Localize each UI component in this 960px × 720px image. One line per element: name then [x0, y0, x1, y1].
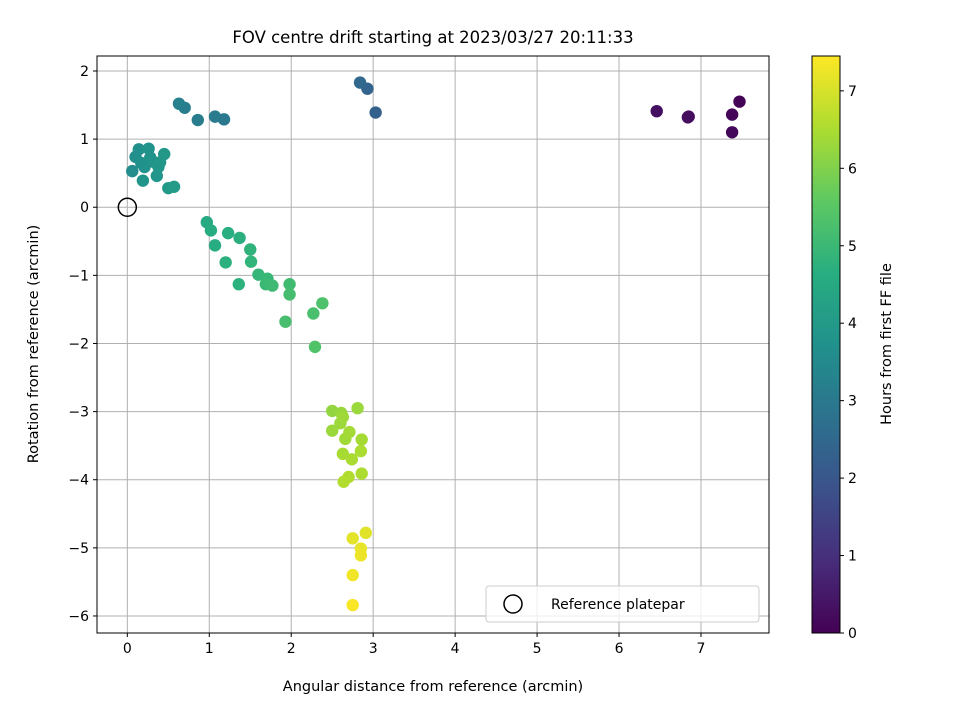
data-point	[208, 239, 222, 252]
data-point	[351, 401, 364, 415]
colorbar-label: Hours from first FF file	[879, 263, 895, 425]
colorbar-tick-label: 5	[848, 239, 857, 255]
y-tick-label: −5	[68, 541, 89, 557]
chart-title: FOV centre drift starting at 2023/03/27 …	[232, 28, 633, 47]
colorbar-tick-label: 6	[848, 161, 857, 177]
colorbar-tick-label: 7	[848, 84, 857, 100]
colorbar-ticks: 0 1 2 3 4 5 6 7	[840, 84, 857, 642]
colorbar-tick-label: 1	[848, 549, 857, 565]
x-tick-label: 2	[287, 641, 296, 657]
data-point	[346, 598, 359, 612]
x-tick-label: 1	[205, 641, 214, 657]
colorbar: 0 1 2 3 4 5 6 7 Hours from first FF file	[811, 55, 895, 642]
data-point	[126, 164, 139, 178]
data-point	[343, 425, 356, 439]
data-point	[725, 108, 739, 121]
data-point	[266, 279, 279, 292]
data-point	[369, 106, 382, 119]
x-tick-label: 0	[123, 641, 132, 657]
data-point	[650, 104, 663, 118]
data-point	[725, 126, 739, 139]
y-tick-label: 1	[80, 132, 89, 148]
x-axis-ticks: 0 1 2 3 4 5 6 7	[123, 633, 706, 657]
gridlines	[97, 56, 769, 633]
data-point	[326, 424, 339, 437]
data-point	[355, 467, 368, 480]
data-point	[244, 243, 257, 256]
data-points	[126, 76, 746, 612]
data-point	[681, 111, 695, 124]
y-tick-label: −1	[68, 268, 89, 284]
data-point	[346, 568, 359, 582]
data-point	[221, 226, 235, 240]
x-tick-label: 4	[451, 641, 460, 657]
legend-label: Reference platepar	[551, 597, 685, 613]
y-tick-label: −4	[68, 473, 89, 489]
legend-box	[485, 585, 760, 623]
y-tick-label: −2	[68, 336, 89, 352]
data-point	[172, 97, 186, 110]
colorbar-tick-label: 0	[848, 626, 857, 642]
data-point	[346, 532, 359, 545]
data-point	[316, 297, 329, 310]
y-axis-label: Rotation from reference (arcmin)	[26, 225, 42, 464]
data-point	[345, 453, 359, 466]
data-point	[219, 256, 232, 269]
data-point	[354, 549, 368, 562]
data-point	[336, 410, 350, 424]
colorbar-tick-label: 4	[848, 316, 857, 332]
data-point	[733, 95, 746, 108]
data-point	[158, 147, 171, 161]
plot-frame	[96, 55, 770, 634]
y-tick-label: −6	[68, 609, 89, 625]
data-point	[191, 113, 204, 127]
data-point	[204, 224, 218, 237]
data-point	[283, 288, 296, 301]
x-axis-label: Angular distance from reference (arcmin)	[283, 679, 583, 695]
data-point	[354, 444, 368, 458]
x-tick-label: 7	[697, 641, 706, 657]
y-tick-label: 2	[80, 64, 89, 80]
data-point	[279, 315, 292, 328]
y-tick-label: 0	[80, 200, 89, 216]
x-tick-label: 5	[533, 641, 542, 657]
data-point	[232, 278, 245, 291]
data-point	[283, 278, 296, 291]
x-tick-label: 6	[615, 641, 624, 657]
colorbar-tick-label: 3	[848, 394, 857, 410]
data-point	[337, 475, 350, 488]
data-point	[359, 526, 372, 540]
x-tick-label: 3	[369, 641, 378, 657]
data-point	[336, 447, 350, 461]
legend-marker	[503, 594, 523, 614]
data-point	[233, 231, 246, 245]
data-point	[167, 180, 181, 193]
y-tick-label: −3	[68, 405, 89, 421]
data-point	[307, 307, 320, 320]
data-point	[355, 433, 368, 446]
y-axis-ticks: −6 −5 −4 −3 −2 −1 0 1 2	[68, 64, 97, 625]
data-point	[132, 143, 145, 156]
colorbar-gradient	[811, 55, 841, 634]
data-point	[308, 340, 322, 354]
data-point	[208, 110, 222, 123]
legend: Reference platepar	[485, 585, 760, 623]
data-point	[244, 255, 258, 268]
data-point	[136, 174, 150, 187]
data-point	[353, 76, 367, 89]
colorbar-tick-label: 2	[848, 471, 857, 487]
reference-platepar-marker	[117, 197, 138, 217]
